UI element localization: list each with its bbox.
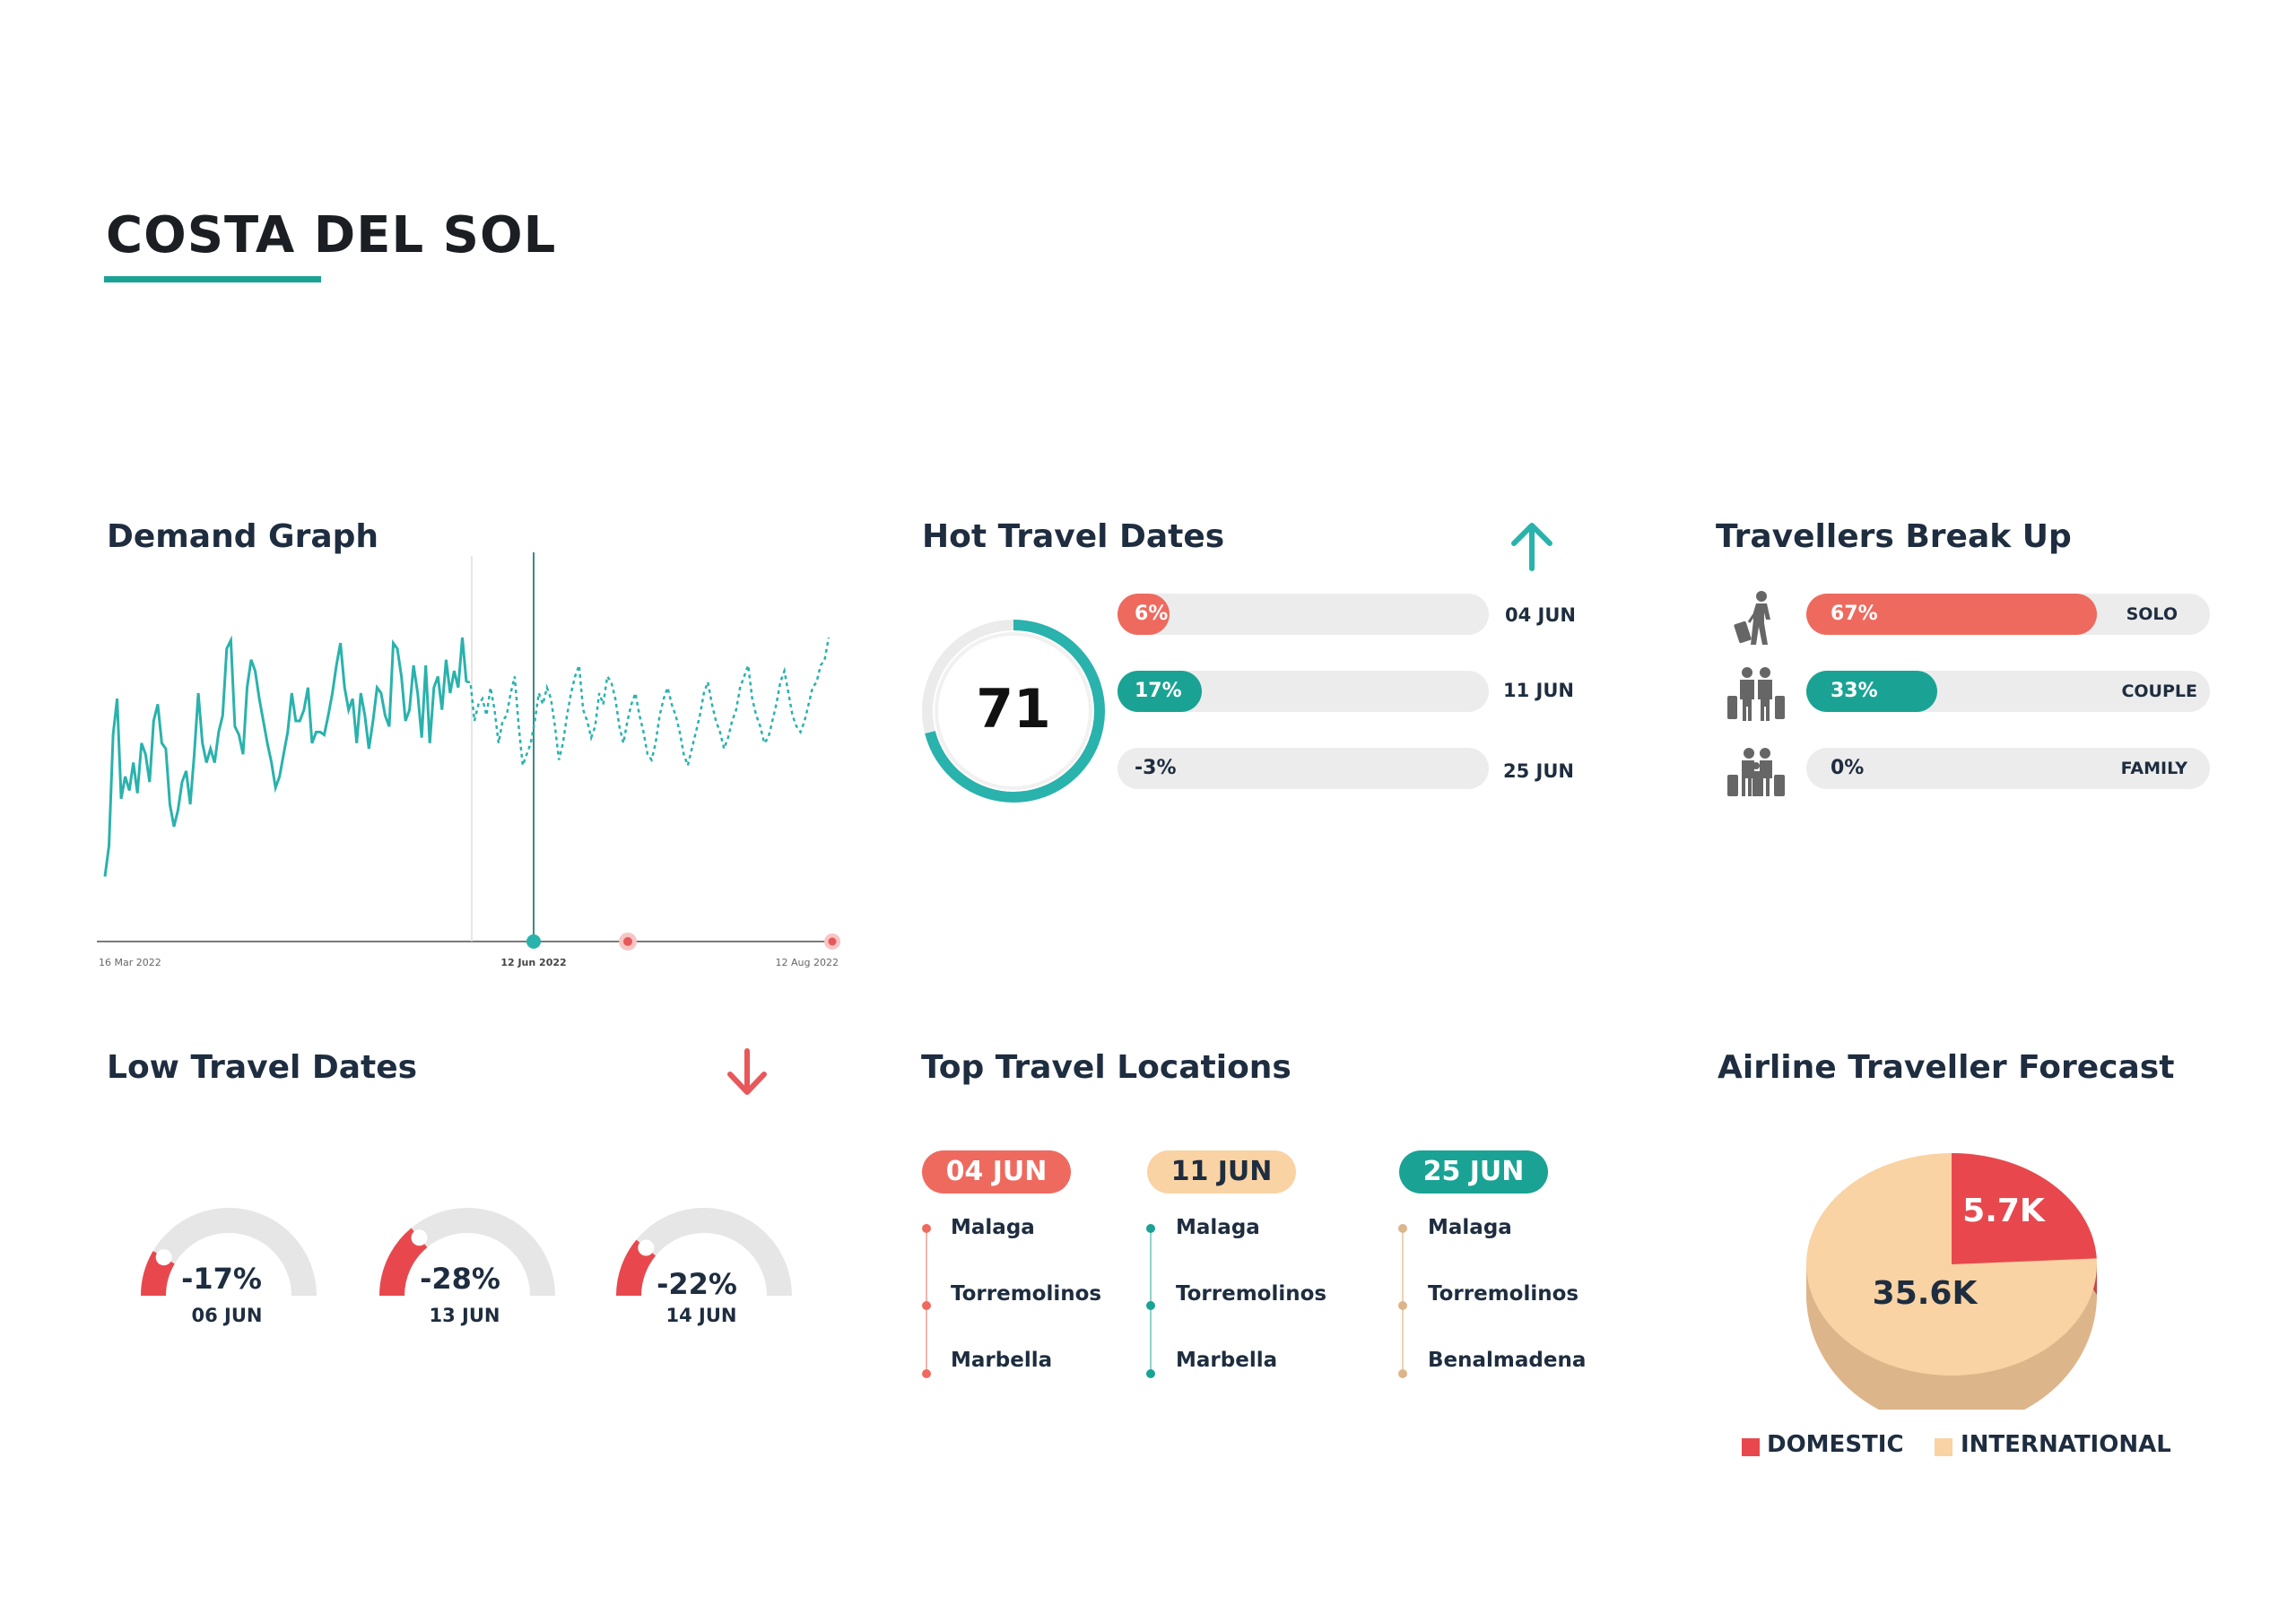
solo-traveller-icon — [1734, 591, 1770, 645]
traveller-bar-fill — [1806, 594, 2097, 635]
location-item: Malaga — [951, 1216, 1035, 1239]
location-item: Malaga — [1176, 1216, 1260, 1239]
gauge-knob — [638, 1239, 655, 1256]
legend-swatch-international — [1935, 1438, 1952, 1456]
airline-forecast-pie: 5.7K 35.6K — [1806, 1153, 2097, 1410]
title-underline — [104, 276, 321, 282]
location-item: Torremolinos — [1428, 1282, 1579, 1306]
gauge-svg: -28% — [379, 1208, 555, 1297]
hot-date-label: 11 JUN — [1503, 680, 1574, 701]
location-date-pill: 25 JUN — [1399, 1150, 1548, 1193]
gauge-date-label: 13 JUN — [429, 1305, 500, 1326]
score-arc — [922, 620, 1105, 803]
gauge-value: -22% — [657, 1267, 737, 1301]
location-item: Torremolinos — [1176, 1282, 1327, 1306]
hot-date-bar-label: 6% — [1135, 603, 1169, 625]
selected-date-marker[interactable] — [526, 934, 541, 949]
hot-date-bar-label: -3% — [1135, 757, 1177, 779]
location-item: Torremolinos — [951, 1282, 1102, 1306]
gauge-svg: -22% — [616, 1208, 792, 1301]
gauge-value: -17% — [181, 1262, 262, 1296]
arrow-down-icon — [727, 1048, 767, 1095]
actual-demand-line — [103, 635, 468, 877]
event-marker[interactable] — [828, 937, 837, 946]
gauge-knob — [411, 1229, 428, 1246]
timeline-25jun — [1398, 1224, 1407, 1378]
hot-date-bar-11jun: 17% — [1118, 671, 1489, 712]
timeline-11jun — [1146, 1224, 1155, 1378]
gauge-svg: -17% — [140, 1208, 317, 1297]
family-traveller-icon — [1727, 748, 1785, 796]
legend-label-international: INTERNATIONAL — [1961, 1431, 2171, 1458]
hot-date-bar-label: 17% — [1135, 680, 1182, 702]
forecast-demand-line — [466, 637, 831, 769]
traveller-bar-label: 0% — [1831, 757, 1865, 779]
location-timelines — [922, 1224, 1407, 1378]
gauge-date-label: 06 JUN — [191, 1305, 263, 1326]
hot-date-bar-fill — [1118, 671, 1202, 712]
couple-traveller-icon — [1727, 667, 1785, 721]
traveller-type-label: SOLO — [2126, 604, 2178, 624]
x-tick-label: 12 Jun 2022 — [500, 957, 566, 968]
traveller-bar-solo: 67% SOLO — [1806, 594, 2210, 635]
traveller-bar-label: 67% — [1831, 603, 1878, 625]
page-title: COSTA DEL SOL — [106, 206, 557, 265]
demand-graph-title: Demand Graph — [107, 518, 379, 555]
pie-label-domestic: 5.7K — [1962, 1193, 2046, 1229]
hot-date-bar-04jun: 6% — [1118, 594, 1489, 635]
top-travel-locations-title: Top Travel Locations — [921, 1049, 1292, 1086]
gauge-fill — [379, 1228, 428, 1297]
traveller-bar-family: 0% FAMILY — [1806, 748, 2210, 789]
arrow-up-icon — [1511, 523, 1552, 571]
location-item: Benalmadena — [1428, 1349, 1587, 1372]
traveller-type-label: FAMILY — [2120, 759, 2187, 778]
score-value: 71 — [976, 678, 1051, 741]
gauge-knob — [155, 1249, 172, 1266]
hot-dates-score-gauge: 71 — [922, 620, 1105, 803]
low-date-gauge: -17% 06 JUN — [135, 1197, 323, 1345]
timeline-04jun — [922, 1224, 931, 1378]
location-item: Marbella — [951, 1349, 1053, 1372]
low-date-gauge: -22% 14 JUN — [610, 1197, 798, 1345]
traveller-bar-couple: 33% COUPLE — [1806, 671, 2210, 712]
hot-date-label: 25 JUN — [1503, 760, 1574, 782]
traveller-bar-label: 33% — [1831, 680, 1878, 702]
demand-graph-chart: 16 Mar 2022 12 Jun 2022 12 Aug 2022 — [97, 552, 840, 968]
low-date-gauge: -28% 13 JUN — [373, 1197, 561, 1345]
traveller-bar-fill — [1806, 671, 1937, 712]
hot-date-bar-25jun: -3% — [1118, 748, 1489, 789]
location-item: Malaga — [1428, 1216, 1512, 1239]
gauge-value: -28% — [420, 1262, 500, 1296]
gauge-date-label: 14 JUN — [665, 1305, 737, 1326]
hot-date-label: 04 JUN — [1505, 604, 1576, 626]
x-tick-label: 12 Aug 2022 — [776, 957, 839, 968]
hot-date-bar-fill — [1118, 594, 1170, 635]
airline-forecast-title: Airline Traveller Forecast — [1718, 1049, 2175, 1086]
pie-label-international: 35.6K — [1873, 1275, 1979, 1312]
location-item: Marbella — [1176, 1349, 1278, 1372]
legend-label-domestic: DOMESTIC — [1767, 1431, 1904, 1458]
location-date-pill: 11 JUN — [1147, 1150, 1296, 1193]
location-date-pill: 04 JUN — [922, 1150, 1071, 1193]
travellers-break-up-title: Travellers Break Up — [1716, 518, 2072, 555]
hot-travel-dates-title: Hot Travel Dates — [922, 518, 1225, 555]
low-travel-dates-title: Low Travel Dates — [107, 1049, 418, 1086]
x-tick-label: 16 Mar 2022 — [99, 957, 161, 968]
pie-slice-domestic — [1952, 1153, 2097, 1264]
event-marker[interactable] — [623, 937, 632, 946]
legend-swatch-domestic — [1742, 1438, 1760, 1456]
traveller-type-label: COUPLE — [2121, 681, 2197, 701]
